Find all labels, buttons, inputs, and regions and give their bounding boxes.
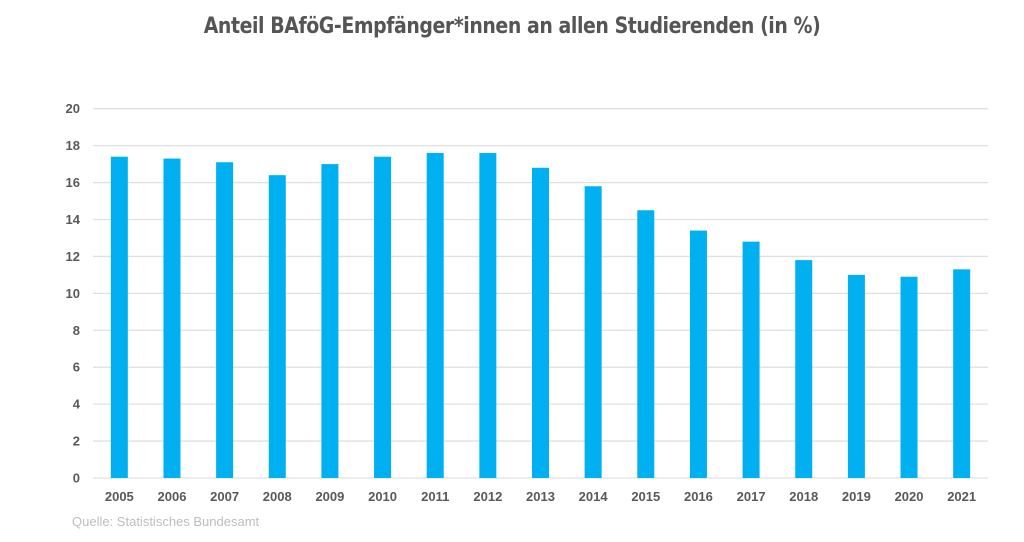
- x-tick-label: 2017: [737, 489, 766, 504]
- y-tick-label: 20: [66, 101, 80, 116]
- source-note: Quelle: Statistisches Bundesamt: [72, 514, 260, 529]
- y-tick-label: 12: [66, 249, 80, 264]
- x-tick-label: 2012: [473, 489, 502, 504]
- y-tick-label: 6: [73, 360, 80, 375]
- x-tick-label: 2018: [789, 489, 818, 504]
- x-tick-label: 2011: [421, 489, 449, 504]
- bar-2011: [426, 153, 444, 479]
- bar-2019: [847, 274, 865, 478]
- x-tick-label: 2014: [579, 489, 609, 504]
- x-tick-label: 2016: [684, 489, 713, 504]
- y-tick-label: 18: [66, 138, 80, 153]
- bar-2020: [900, 276, 918, 478]
- chart-title: Anteil BAföG-Empfänger*innen an allen St…: [203, 14, 821, 39]
- bar-2021: [953, 269, 971, 478]
- x-tick-label: 2005: [105, 489, 134, 504]
- bar-2008: [268, 175, 286, 478]
- x-tick-label: 2006: [158, 489, 187, 504]
- bar-2006: [163, 158, 181, 479]
- y-tick-label: 16: [66, 175, 80, 190]
- bar-2017: [742, 241, 760, 478]
- y-tick-label: 4: [73, 397, 81, 412]
- bar-2005: [110, 156, 128, 479]
- y-tick-label: 8: [73, 323, 80, 338]
- y-tick-label: 2: [73, 434, 80, 449]
- x-tick-label: 2020: [895, 489, 924, 504]
- bar-2010: [374, 156, 392, 479]
- bar-2018: [795, 260, 813, 478]
- x-tick-label: 2015: [631, 489, 660, 504]
- x-tick-label: 2013: [526, 489, 555, 504]
- x-tick-label: 2021: [947, 489, 976, 504]
- y-tick-label: 10: [66, 286, 80, 301]
- y-tick-label: 14: [66, 212, 81, 227]
- x-tick-label: 2008: [263, 489, 292, 504]
- bar-2013: [532, 167, 549, 478]
- bar-2009: [321, 164, 339, 478]
- bar-2014: [584, 186, 602, 479]
- bar-2012: [479, 153, 497, 479]
- x-tick-label: 2010: [368, 489, 397, 504]
- x-tick-label: 2007: [210, 489, 239, 504]
- x-tick-label: 2019: [842, 489, 871, 504]
- bar-2015: [637, 210, 655, 478]
- y-tick-label: 0: [73, 471, 80, 486]
- bar-2016: [689, 230, 707, 478]
- bar-2007: [216, 162, 234, 478]
- x-tick-label: 2009: [315, 489, 344, 504]
